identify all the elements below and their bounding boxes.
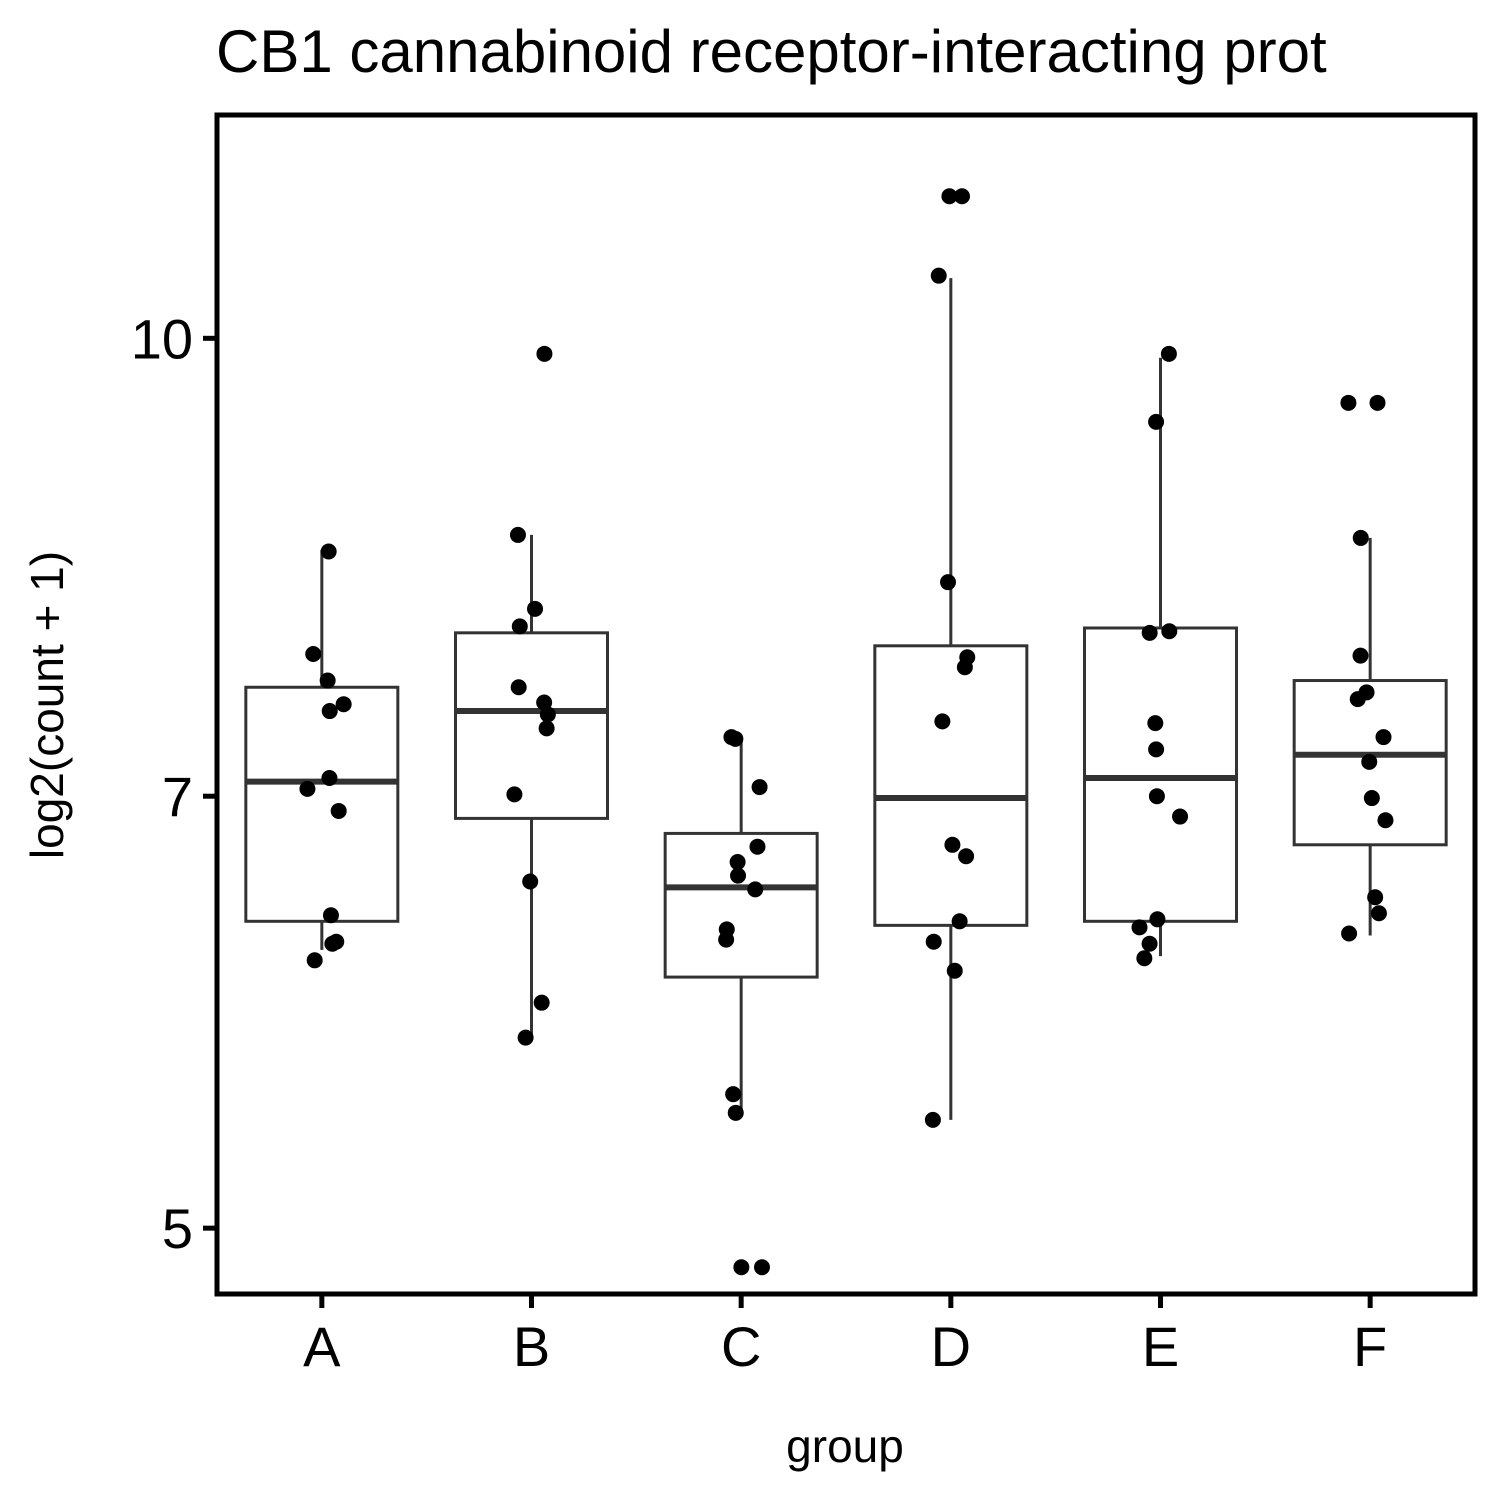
data-point bbox=[1367, 889, 1384, 906]
data-point bbox=[335, 696, 352, 713]
x-tick-label: E bbox=[1142, 1315, 1179, 1378]
plot-area: 5 7 10 A B C D E F bbox=[131, 112, 1478, 1378]
y-tick-label: 5 bbox=[162, 1197, 193, 1260]
data-point bbox=[299, 780, 316, 797]
data-point bbox=[930, 267, 947, 284]
x-axis-label: group bbox=[786, 1420, 904, 1472]
data-point bbox=[321, 703, 338, 720]
data-point bbox=[1148, 741, 1165, 758]
data-point bbox=[953, 188, 970, 205]
data-point bbox=[1148, 413, 1165, 430]
data-point bbox=[517, 1029, 534, 1046]
data-point bbox=[727, 730, 744, 747]
data-point bbox=[1161, 623, 1178, 640]
data-point bbox=[944, 836, 961, 853]
data-point bbox=[925, 933, 942, 950]
data-point bbox=[1349, 691, 1366, 708]
data-point bbox=[725, 1086, 742, 1103]
data-point bbox=[1341, 925, 1358, 942]
data-point bbox=[509, 526, 526, 543]
data-point bbox=[924, 1111, 941, 1128]
data-point bbox=[511, 618, 528, 635]
data-point bbox=[1352, 647, 1369, 664]
x-tick-label: B bbox=[513, 1315, 550, 1378]
data-point bbox=[1172, 808, 1189, 825]
data-point bbox=[527, 600, 544, 617]
data-point bbox=[747, 881, 764, 898]
data-point bbox=[951, 913, 968, 930]
data-point bbox=[305, 645, 322, 662]
y-axis-label: log2(count + 1) bbox=[21, 551, 73, 859]
data-point bbox=[940, 574, 957, 591]
data-point bbox=[330, 802, 347, 819]
data-point bbox=[1370, 905, 1387, 922]
panel-border bbox=[214, 112, 1478, 1297]
data-point bbox=[522, 873, 539, 890]
x-tick-label: D bbox=[931, 1315, 971, 1378]
data-point bbox=[1352, 529, 1369, 546]
data-point bbox=[538, 720, 555, 737]
chart-title: CB1 cannabinoid receptor-interacting pro… bbox=[216, 18, 1327, 85]
data-point bbox=[1369, 394, 1386, 411]
x-tick-label: A bbox=[303, 1315, 341, 1378]
box-a bbox=[244, 685, 400, 923]
data-point bbox=[322, 907, 339, 924]
data-point bbox=[321, 769, 338, 786]
data-point bbox=[941, 188, 958, 205]
data-point bbox=[1375, 729, 1392, 746]
data-point bbox=[1147, 715, 1164, 732]
box-b bbox=[454, 631, 609, 820]
data-point bbox=[1149, 911, 1166, 928]
data-point bbox=[1141, 624, 1158, 641]
data-point bbox=[506, 786, 523, 803]
data-point bbox=[749, 838, 766, 855]
box-d bbox=[873, 644, 1029, 927]
x-tick-label: F bbox=[1353, 1315, 1387, 1378]
y-tick-label: 10 bbox=[131, 307, 193, 370]
data-point bbox=[751, 779, 768, 796]
data-point bbox=[306, 952, 323, 969]
x-tick-label: C bbox=[721, 1315, 761, 1378]
data-point bbox=[729, 854, 746, 871]
data-point bbox=[753, 1259, 770, 1276]
data-point bbox=[1361, 753, 1378, 770]
data-point bbox=[1363, 790, 1380, 807]
data-point bbox=[1136, 950, 1153, 967]
data-point bbox=[1131, 919, 1148, 936]
data-point bbox=[1160, 345, 1177, 362]
data-point bbox=[727, 1104, 744, 1121]
data-point bbox=[510, 679, 527, 696]
data-point bbox=[958, 848, 975, 865]
data-point bbox=[320, 543, 337, 560]
data-point bbox=[934, 713, 951, 730]
data-point bbox=[1148, 788, 1165, 805]
data-point bbox=[324, 935, 341, 952]
box-e bbox=[1083, 626, 1238, 923]
data-point bbox=[1141, 935, 1158, 952]
data-point bbox=[956, 659, 973, 676]
data-point bbox=[533, 994, 550, 1011]
data-point bbox=[730, 867, 747, 884]
data-point bbox=[1377, 812, 1394, 829]
data-point bbox=[319, 672, 336, 689]
data-point bbox=[536, 345, 553, 362]
data-point bbox=[718, 931, 735, 948]
data-point bbox=[733, 1259, 750, 1276]
data-point bbox=[1340, 394, 1357, 411]
data-point bbox=[946, 962, 963, 979]
data-point bbox=[539, 706, 556, 723]
y-tick-label: 7 bbox=[162, 765, 193, 828]
